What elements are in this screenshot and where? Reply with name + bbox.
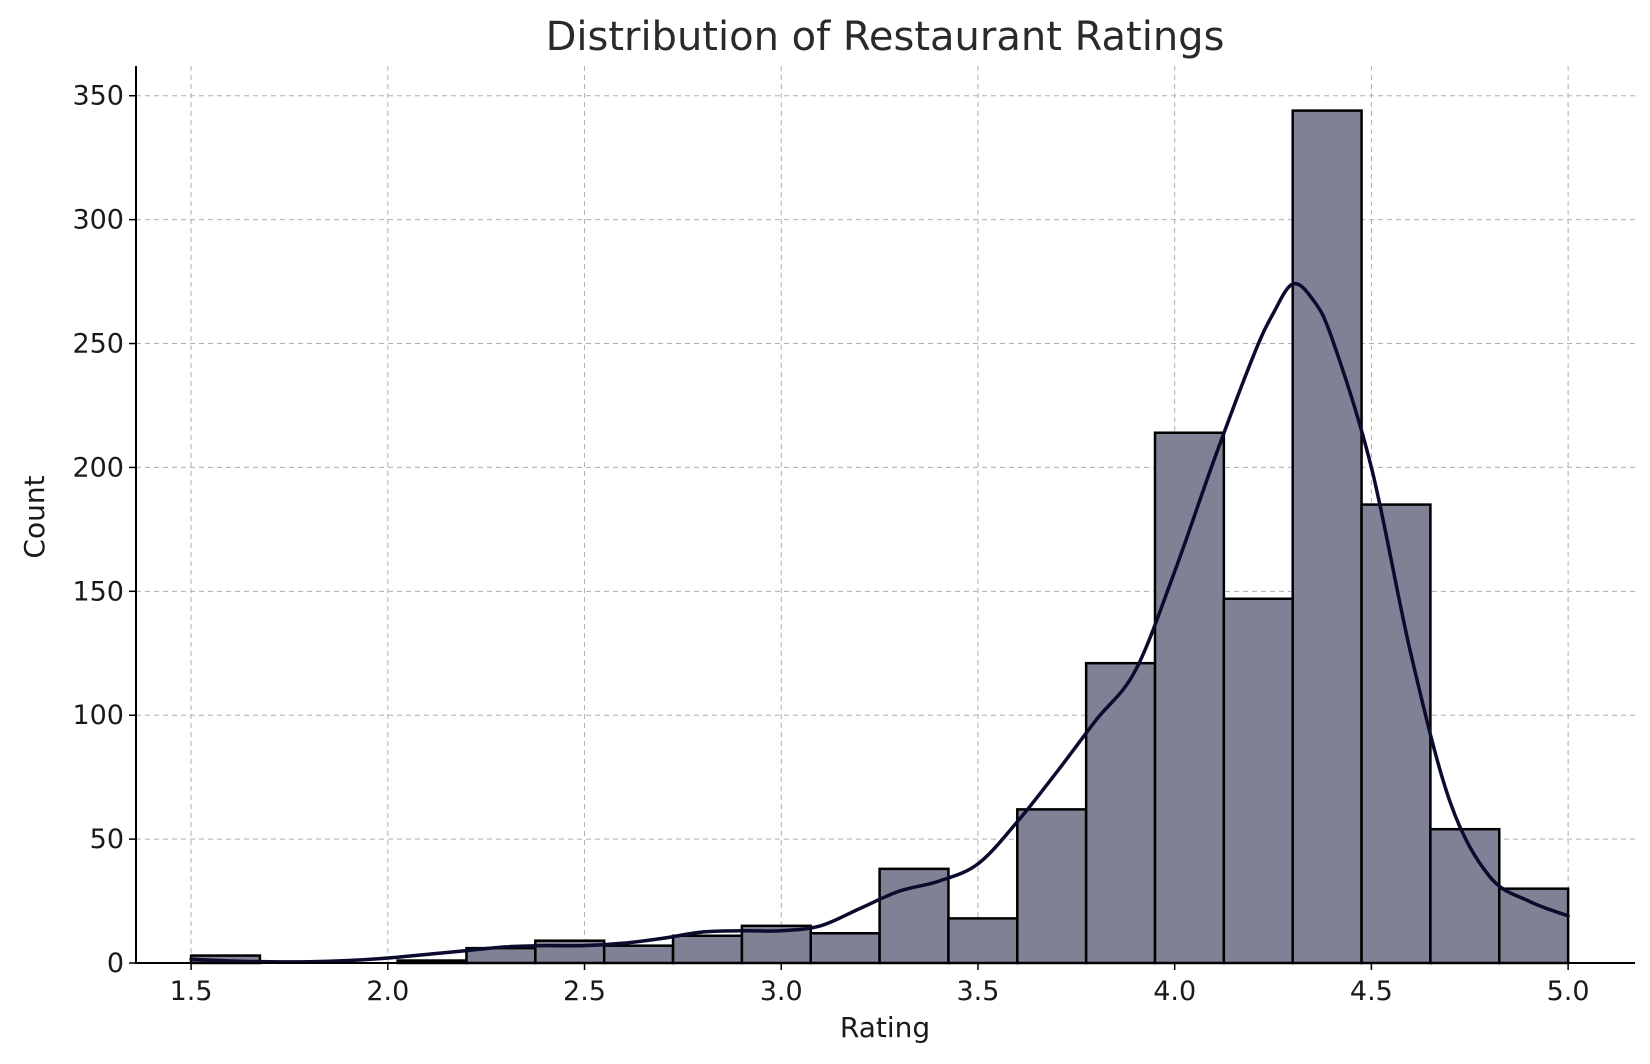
axes-layer [135, 66, 1635, 964]
y-tick-label: 200 [72, 452, 124, 483]
x-tick-label: 2.5 [563, 976, 606, 1007]
y-tick-label: 300 [72, 205, 124, 236]
x-tick-label: 4.5 [1350, 976, 1393, 1007]
x-tick-label: 1.5 [170, 976, 213, 1007]
x-tick-label: 3.5 [956, 976, 999, 1007]
x-tick-label: 3.0 [760, 976, 803, 1007]
histogram-bar [1084, 661, 1157, 965]
histogram-bar [1222, 597, 1294, 965]
bars-layer [189, 109, 1570, 965]
y-tick-label: 50 [90, 824, 124, 855]
histogram-bar [1498, 887, 1570, 965]
histogram-bar [809, 932, 881, 965]
y-tick-label: 0 [107, 948, 124, 979]
histogram-bar [1016, 808, 1088, 965]
y-axis-title: Count [18, 475, 51, 558]
ticks-layer: 1.5 2.0 2.5 3.0 3.5 4.0 4.5 5.0 0 50 100 150 200 250 3… [72, 81, 1589, 1007]
histogram-bar [1291, 109, 1363, 965]
y-tick-label: 250 [72, 329, 124, 360]
histogram-bar [947, 917, 1019, 965]
y-tick-label: 350 [72, 81, 124, 112]
x-tick-label: 5.0 [1547, 976, 1590, 1007]
kde-layer [189, 281, 1570, 964]
y-tick-label: 150 [72, 576, 124, 607]
x-axis-title: Rating [840, 1011, 930, 1044]
chart-title: Distribution of Restaurant Ratings [546, 14, 1225, 60]
histogram-bar [671, 934, 744, 965]
histogram-bar [1153, 431, 1226, 965]
kde-curve [189, 281, 1570, 964]
histogram-bar [1360, 503, 1432, 965]
y-tick-label: 100 [72, 700, 124, 731]
x-tick-label: 4.0 [1153, 976, 1196, 1007]
histogram-bar [602, 944, 675, 965]
x-tick-label: 2.0 [366, 976, 409, 1007]
histogram-bar [1429, 827, 1501, 965]
